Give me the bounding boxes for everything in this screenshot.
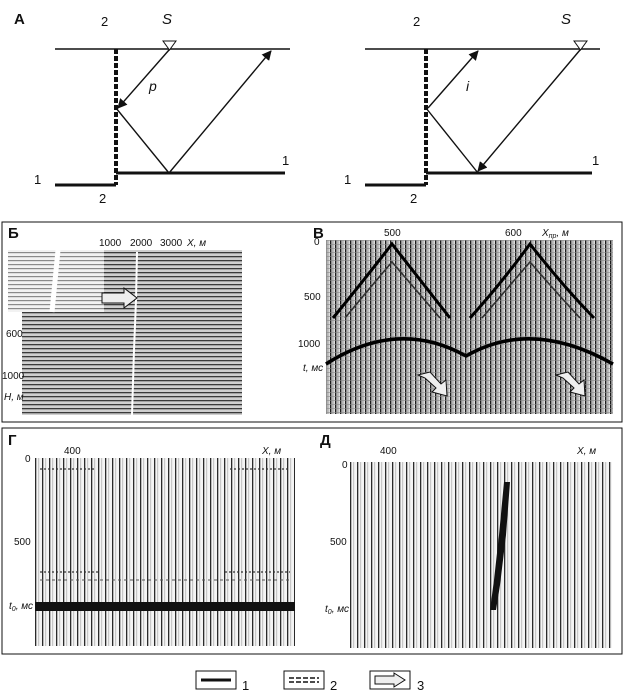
diffraction-right-inner: [481, 260, 581, 319]
diffraction-right: [468, 241, 596, 320]
diffraction-left-inner: [344, 260, 441, 319]
d-x-unit: X, м: [576, 446, 596, 457]
frame-gd: [1, 427, 623, 655]
b-x-tick-1000: 1000: [99, 238, 122, 249]
legend-label-3: 3: [417, 678, 424, 693]
d-y-tick-500: 500: [330, 537, 347, 548]
label-ray-p: p: [148, 78, 157, 94]
panel-v-letter: В: [313, 225, 324, 242]
label-1-left-right: 1: [344, 172, 351, 187]
label-2-bottom-right: 2: [410, 191, 417, 206]
fault-trace-section: [131, 251, 138, 416]
ray-down-right: [477, 49, 581, 172]
legend-label-1: 1: [242, 678, 249, 693]
legend-box-2: [283, 670, 325, 690]
legend: 1 2 3: [195, 670, 424, 693]
b-x-unit: X, м: [186, 238, 206, 249]
legend-item-arrow: 3: [369, 670, 424, 693]
b-y-unit: H, м: [4, 392, 24, 403]
v-y-tick-1000: 1000: [298, 339, 321, 350]
label-2-top-right: 2: [413, 14, 420, 29]
panel-g: Г 400 X, м 0 500 t0, мс: [8, 432, 295, 646]
label-s-left: S: [162, 11, 172, 28]
v-x-tick-600: 600: [505, 228, 522, 239]
fault-trace-inset: [49, 249, 61, 313]
g-y-tick-500: 500: [14, 537, 31, 548]
v-x-tick-500: 500: [384, 228, 401, 239]
ray-up-to-fault: [425, 107, 479, 174]
label-1-left-left: 1: [34, 172, 41, 187]
label-2-bottom-left: 2: [99, 191, 106, 206]
legend-item-reflector: 1: [195, 670, 249, 693]
arrow-indicator-b: [101, 286, 138, 310]
b-y-tick-1000: 1000: [2, 371, 25, 382]
source-marker-left: [162, 40, 177, 51]
frame-bv: [1, 221, 623, 423]
g-y-unit: t0, мс: [9, 601, 33, 613]
panel-a: А 2 S p 1 1 2 2: [14, 11, 600, 206]
panel-a-letter: А: [14, 11, 25, 28]
legend-item-fault: 2: [283, 670, 337, 693]
fault-image-d: [490, 482, 510, 610]
label-ray-i: i: [466, 78, 470, 94]
legend-symbol-arrow: [374, 672, 406, 688]
d-y-tick-0: 0: [342, 460, 348, 471]
b-y-tick-600: 600: [6, 329, 23, 340]
panel-a-right-model: 2 S i 1 1 2: [344, 11, 600, 206]
panel-a-left-model: 2 S p 1 1 2: [34, 11, 290, 206]
g-x-tick-400: 400: [64, 446, 81, 457]
diffraction-left: [331, 241, 452, 319]
seismogram-v: [326, 240, 613, 414]
d-y-unit: t0, мс: [325, 604, 349, 616]
ray-p-diffracted: [117, 49, 170, 109]
g-y-tick-0: 0: [25, 454, 31, 465]
v-y-unit: t, мс: [303, 363, 323, 374]
b-x-tick-3000: 3000: [160, 238, 183, 249]
ray-down-left: [115, 107, 170, 174]
seismogram-d: [350, 462, 612, 648]
ray-i-diffracted: [427, 50, 479, 109]
reflection-event: [325, 337, 614, 366]
b-x-tick-2000: 2000: [130, 238, 153, 249]
label-s-right: S: [561, 11, 571, 28]
panel-d: Д 400 X, м 0 500 t0, мс: [320, 432, 612, 648]
panel-d-letter: Д: [320, 432, 331, 449]
panel-b: Б 1000 2000 3000 X, м 600 1000 H, м: [2, 225, 242, 416]
label-1-right-right: 1: [592, 153, 599, 168]
seismogram-g: [35, 458, 295, 646]
v-y-tick-0: 0: [314, 237, 320, 248]
legend-label-2: 2: [330, 678, 337, 693]
arrow-indicator-v-right: [554, 371, 586, 397]
panel-v: В 500 600 Xпр, м 0 500 1000 t, мс: [298, 225, 614, 414]
v-y-tick-500: 500: [304, 292, 321, 303]
g-x-unit: X, м: [261, 446, 281, 457]
reflector-event-g: [35, 602, 295, 611]
label-2-top-left: 2: [101, 14, 108, 29]
v-x-unit: Xпр, м: [541, 228, 569, 240]
panel-g-letter: Г: [8, 432, 17, 449]
source-marker-right: [573, 40, 588, 51]
d-x-tick-400: 400: [380, 446, 397, 457]
ray-up-right: [168, 50, 272, 174]
panel-b-letter: Б: [8, 225, 19, 242]
arrow-indicator-v-left: [416, 371, 448, 397]
label-1-right-left: 1: [282, 153, 289, 168]
